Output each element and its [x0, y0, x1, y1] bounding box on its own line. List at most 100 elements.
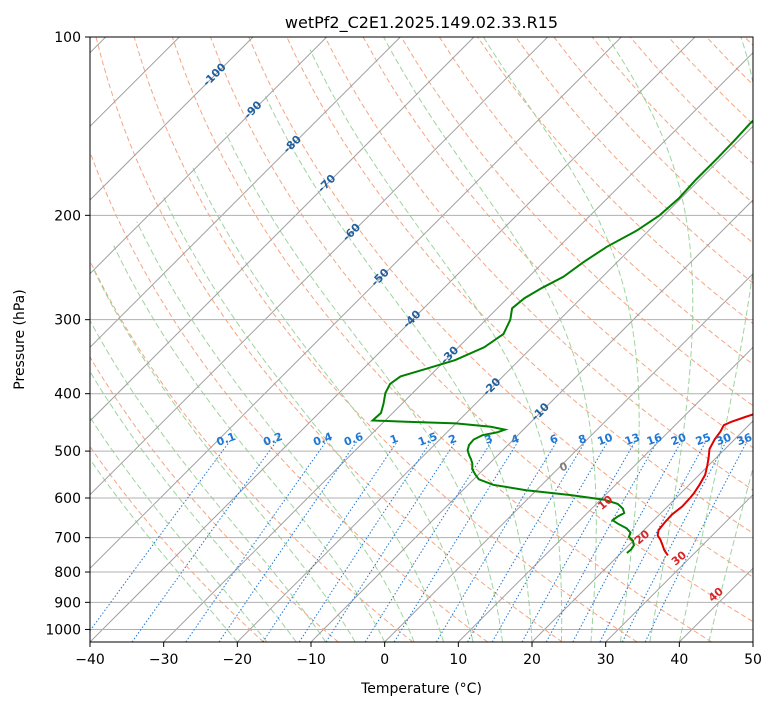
dry-adiabat-line: [438, 37, 753, 366]
x-tick-label: 30: [597, 652, 615, 668]
mixing-ratio-line: [599, 440, 707, 642]
dry-adiabat-line: [400, 37, 753, 407]
isotherm-line: [90, 37, 254, 201]
moist-adiabat-line: [383, 37, 597, 642]
moist-adiabat-line: [678, 37, 753, 642]
moist-adiabat-line: [191, 165, 474, 642]
y-tick-label: 600: [54, 491, 81, 507]
mixing-ratio-label: 30: [714, 431, 733, 449]
isotherm-line: [605, 493, 753, 642]
dry-adiabat-line: [133, 37, 638, 642]
dewpoint-line: [370, 119, 753, 554]
mixing-ratio-label: 2: [447, 432, 459, 447]
mixing-ratio-label: 10: [596, 431, 615, 449]
mixing-ratio-line: [262, 440, 399, 642]
isotherm-line: [90, 37, 401, 349]
mixing-ratio-lines: [90, 440, 748, 642]
dry-adiabat-line: [324, 37, 753, 491]
isotherm-line: [90, 37, 475, 422]
profile-series: [370, 119, 753, 556]
x-tick-label: −20: [223, 652, 253, 668]
mixing-ratio-line: [298, 440, 432, 642]
mixing-ratio-line: [393, 440, 520, 642]
mixing-ratio-label: 25: [694, 431, 713, 448]
mixing-ratio-label: 4: [509, 432, 521, 447]
mixing-ratio-label: 16: [645, 431, 664, 449]
dry-adiabat-line: [171, 37, 712, 642]
chart-title: wetPf2_C2E1.2025.149.02.33.R15: [285, 13, 558, 33]
x-tick-label: 20: [523, 652, 541, 668]
moist-adiabat-line: [90, 458, 238, 642]
isotherm-line: [310, 199, 753, 642]
temperature-line: [656, 413, 753, 556]
moist-adiabat-line: [92, 267, 356, 642]
isotherm-line: [90, 37, 622, 570]
mixing-ratio-line: [621, 440, 728, 642]
x-axis-title: Temperature (°C): [360, 681, 482, 697]
isotherm-line: [90, 37, 696, 642]
mixing-ratio-line: [572, 440, 683, 642]
y-tick-label: 400: [54, 387, 81, 403]
plot-background: [90, 37, 753, 642]
mixing-ratio-label: 0.1: [215, 430, 238, 449]
mixing-ratio-line: [491, 440, 609, 642]
y-tick-label: 900: [54, 595, 81, 611]
moist-adiabat-line: [264, 94, 533, 642]
y-axis-title: Pressure (hPa): [12, 289, 28, 389]
mixing-ratio-label: 0.2: [262, 430, 285, 449]
x-tick-label: −10: [296, 652, 326, 668]
moist-adiabat-line: [113, 245, 386, 642]
mixing-ratio-line: [325, 440, 457, 642]
y-tick-label: 200: [54, 208, 81, 224]
mixing-ratio-line: [218, 440, 358, 642]
moist-adiabat-line: [309, 49, 563, 642]
mixing-ratio-line: [364, 440, 493, 642]
x-tick-label: 10: [449, 652, 467, 668]
mixing-ratio-label: 36: [735, 431, 754, 449]
dry-adiabat-line: [515, 37, 753, 284]
dry-adiabat-line: [90, 356, 339, 642]
mixing-ratio-label: 0.6: [342, 430, 365, 449]
isotherm-line: [90, 37, 328, 275]
x-axis: −40 −30 −20 −10 0 10 20 30 40 50: [75, 642, 762, 668]
dry-adiabat-line: [90, 150, 488, 642]
x-tick-label: 40: [670, 652, 688, 668]
y-tick-label: 300: [54, 313, 81, 329]
mixing-ratio-label: 1.5: [416, 430, 439, 449]
mixing-ratio-label: 0.4: [311, 430, 334, 449]
mixing-ratio-label: 13: [623, 431, 642, 448]
y-tick-label: 800: [54, 565, 81, 581]
moist-adiabat-line: [482, 37, 640, 642]
mixing-ratio-label: 3: [483, 432, 495, 447]
moist-adiabat-line: [607, 37, 694, 642]
x-tick-label: 0: [380, 652, 389, 668]
mixing-ratio-label: 8: [577, 432, 589, 447]
mixing-ratio-label: 20: [669, 431, 688, 449]
x-tick-label: −30: [149, 652, 179, 668]
y-axis: 100 200 300 400 500 600 700 800 900 1000: [45, 30, 90, 638]
mixing-ratio-label: 6: [548, 432, 560, 447]
plot-area: -100-90-80-70-60-50-40-30-20-100.1 0.2 0.4…: [90, 37, 754, 642]
skewed-isotherms: [90, 37, 753, 642]
dry-adiabat-line: [90, 445, 264, 642]
x-tick-label: −40: [75, 652, 105, 668]
moist-adiabat-line: [162, 195, 445, 642]
moist-adiabat-line: [90, 319, 327, 642]
isotherm-line: [384, 272, 753, 642]
dry-adiabat-line: [210, 37, 753, 623]
y-tick-label: 700: [54, 531, 81, 547]
plot-frame: [89, 36, 754, 643]
x-tick-label: 50: [744, 652, 762, 668]
y-tick-label: 100: [54, 30, 81, 46]
moist-adiabat-line: [136, 221, 415, 642]
isotherm-line: [457, 346, 753, 642]
mixing-ratio-line: [467, 440, 587, 642]
dry-adiabat-line: [95, 37, 563, 642]
mixing-ratio-line: [185, 440, 328, 642]
dry-adiabats: [90, 37, 753, 642]
isotherm-line: [236, 125, 753, 642]
dry-adiabat-line: [248, 37, 753, 578]
isotherm-line: [90, 37, 549, 496]
moist-adiabat-label: 0: [558, 460, 570, 475]
